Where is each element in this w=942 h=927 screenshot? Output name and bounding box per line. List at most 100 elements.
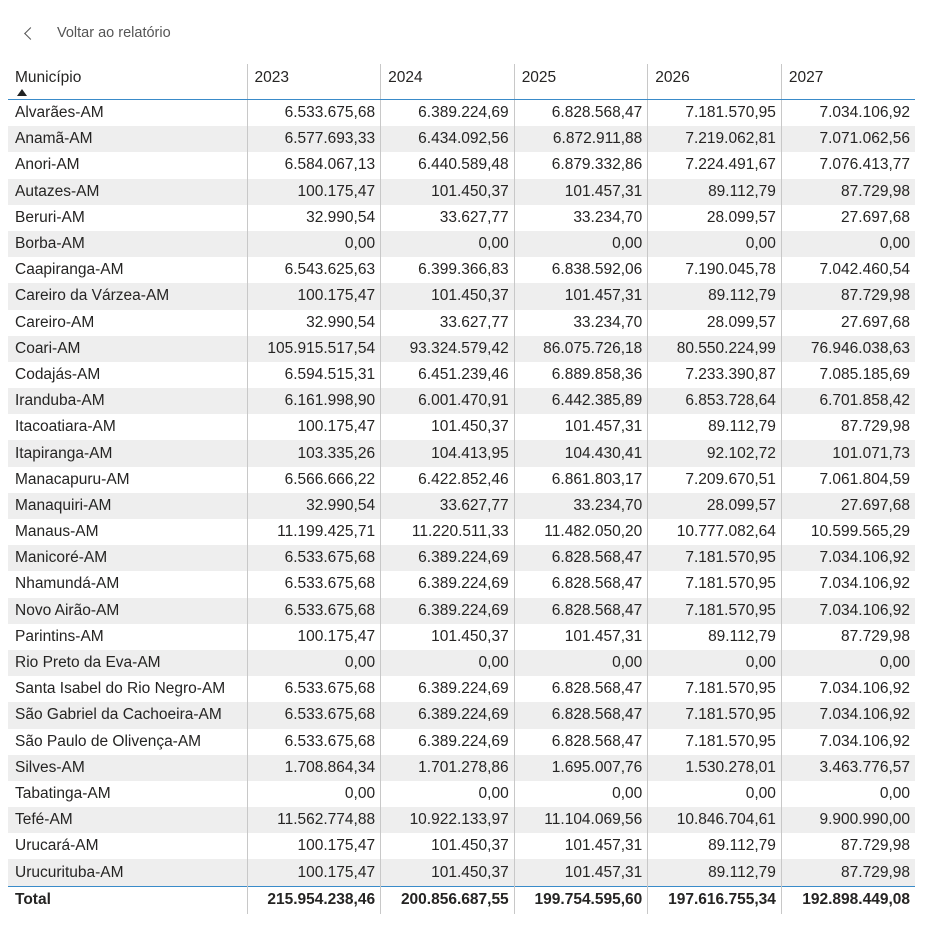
value-cell-2026: 7.219.062,81 [647,126,782,153]
value-cell-2023: 0,00 [246,649,381,677]
value-cell-2027: 9.900.990,00 [780,807,915,834]
value-cell-2026: 1.530.278,01 [647,754,782,781]
value-cell-2023: 32.990,54 [246,309,381,336]
municipio-cell: Codajás-AM [15,365,101,383]
value-cell-2027: 27.697,68 [780,204,915,231]
value-cell-2024: 0,00 [380,649,515,677]
value-cell-2024: 0,00 [380,230,515,258]
value-cell-2024: 6.389.224,69 [380,728,515,755]
value-cell-2026: 28.099,57 [647,309,782,336]
value-cell-2025: 6.828.568,47 [513,571,648,598]
municipio-cell: Nhamundá-AM [15,575,120,593]
column-header-municipio[interactable]: Município [8,64,247,100]
value-cell-2027: 7.034.106,92 [780,728,915,755]
table-row: Nhamundá-AM 6.533.675,68 6.389.224,69 6.828… [8,571,915,598]
value-cell-2026: 7.181.570,95 [647,99,782,127]
total-cell-2027: 192.898.449,08 [780,885,915,914]
column-header-2024[interactable]: 2024 [380,64,515,100]
back-to-report-label: Voltar ao relatório [57,25,171,41]
value-cell-2025: 6.828.568,47 [513,545,648,572]
value-cell-2027: 10.599.565,29 [780,519,915,546]
value-cell-2027: 76.946.038,63 [780,335,915,362]
table-row: Manicoré-AM 6.533.675,68 6.389.224,69 6.828… [8,545,915,572]
value-cell-2027: 27.697,68 [780,492,915,519]
value-cell-2027: 7.034.106,92 [780,99,915,127]
municipio-cell: Caapiranga-AM [15,261,124,279]
total-cell-2024: 200.856.687,55 [380,885,515,914]
table-row: Alvarães-AM 6.533.675,68 6.389.224,69 6.828… [8,99,915,127]
value-cell-2027: 7.034.106,92 [780,676,915,703]
column-header-2025[interactable]: 2025 [513,64,648,100]
sort-ascending-icon[interactable] [17,89,27,96]
municipio-cell: Anori-AM [15,156,80,174]
total-row: Total 215.954.238,46 200.856.687,55 199.754… [8,885,915,914]
value-cell-2026: 28.099,57 [647,204,782,231]
value-cell-2023: 6.533.675,68 [246,676,381,703]
value-cell-2025: 6.889.858,36 [513,361,648,389]
table-row: Beruri-AM 32.990,54 33.627,77 33.234,70 28.0… [8,204,915,231]
value-cell-2025: 11.482.050,20 [513,519,648,546]
column-header-label: 2026 [655,69,690,86]
header-row: Município 2023 2024 2025 2026 2027 [8,64,915,100]
municipio-cell: Manaus-AM [15,523,99,541]
value-cell-2023: 100.175,47 [246,859,381,887]
data-table: Município 2023 2024 2025 2026 2027 Alvarães-A… [8,64,915,914]
value-cell-2027: 87.729,98 [780,283,915,310]
value-cell-2027: 7.085.185,69 [780,361,915,389]
value-cell-2025: 86.075.726,18 [513,335,648,362]
value-cell-2023: 32.990,54 [246,204,381,231]
back-to-report-button[interactable]: Voltar ao relatório [20,22,171,44]
table-row: São Gabriel da Cachoeira-AM 6.533.675,68 6… [8,702,915,729]
value-cell-2026: 89.112,79 [647,283,782,310]
table-row: Itacoatiara-AM 100.175,47 101.450,37 101.45… [8,414,915,441]
value-cell-2024: 33.627,77 [380,204,515,231]
municipio-cell: Parintins-AM [15,627,104,645]
value-cell-2023: 6.533.675,68 [246,545,381,572]
value-cell-2024: 6.451.239,46 [380,361,515,389]
value-cell-2024: 6.389.224,69 [380,99,515,127]
value-cell-2026: 0,00 [647,780,782,808]
value-cell-2023: 6.533.675,68 [246,597,381,624]
value-cell-2024: 33.627,77 [380,309,515,336]
value-cell-2025: 33.234,70 [513,204,648,231]
value-cell-2023: 6.533.675,68 [246,99,381,127]
table-row: Borba-AM 0,00 0,00 0,00 0,00 0,00 [8,230,915,258]
value-cell-2026: 7.181.570,95 [647,702,782,729]
value-cell-2023: 6.594.515,31 [246,361,381,389]
column-header-2023[interactable]: 2023 [246,64,381,100]
value-cell-2023: 100.175,47 [246,623,381,650]
municipio-cell: São Paulo de Olivença-AM [15,732,202,750]
value-cell-2024: 1.701.278,86 [380,754,515,781]
table-row: Careiro-AM 32.990,54 33.627,77 33.234,70 28.… [8,309,915,336]
municipio-cell: Manicoré-AM [8,545,247,572]
value-cell-2025: 101.457,31 [513,283,648,310]
value-cell-2027: 0,00 [780,780,915,808]
table-row: Parintins-AM 100.175,47 101.450,37 101.457,… [8,623,915,650]
table-row: Tefé-AM 11.562.774,88 10.922.133,97 11.104.… [8,807,915,834]
total-cell-2026: 197.616.755,34 [647,885,782,914]
municipio-cell: Beruri-AM [15,208,85,226]
municipio-cell: Autazes-AM [8,178,247,205]
table-row: Codajás-AM 6.594.515,31 6.451.239,46 6.889.… [8,361,915,389]
column-header-2027[interactable]: 2027 [780,64,915,100]
value-cell-2025: 0,00 [513,230,648,258]
value-cell-2027: 7.076.413,77 [780,152,915,179]
column-header-2026[interactable]: 2026 [647,64,782,100]
value-cell-2024: 6.389.224,69 [380,702,515,729]
value-cell-2027: 7.034.106,92 [780,597,915,624]
value-cell-2023: 0,00 [246,780,381,808]
value-cell-2023: 100.175,47 [246,283,381,310]
value-cell-2025: 101.457,31 [513,859,648,887]
value-cell-2027: 87.729,98 [780,833,915,860]
value-cell-2026: 7.181.570,95 [647,571,782,598]
value-cell-2026: 7.181.570,95 [647,676,782,703]
value-cell-2027: 6.701.858,42 [780,388,915,415]
value-cell-2027: 87.729,98 [780,414,915,441]
value-cell-2026: 80.550.224,99 [647,335,782,362]
value-cell-2025: 6.828.568,47 [513,597,648,624]
column-header-label: 2023 [254,69,289,86]
value-cell-2025: 6.861.803,17 [513,466,648,493]
value-cell-2026: 6.853.728,64 [647,388,782,415]
municipio-cell: Manaquiri-AM [8,492,247,519]
value-cell-2025: 6.828.568,47 [513,728,648,755]
